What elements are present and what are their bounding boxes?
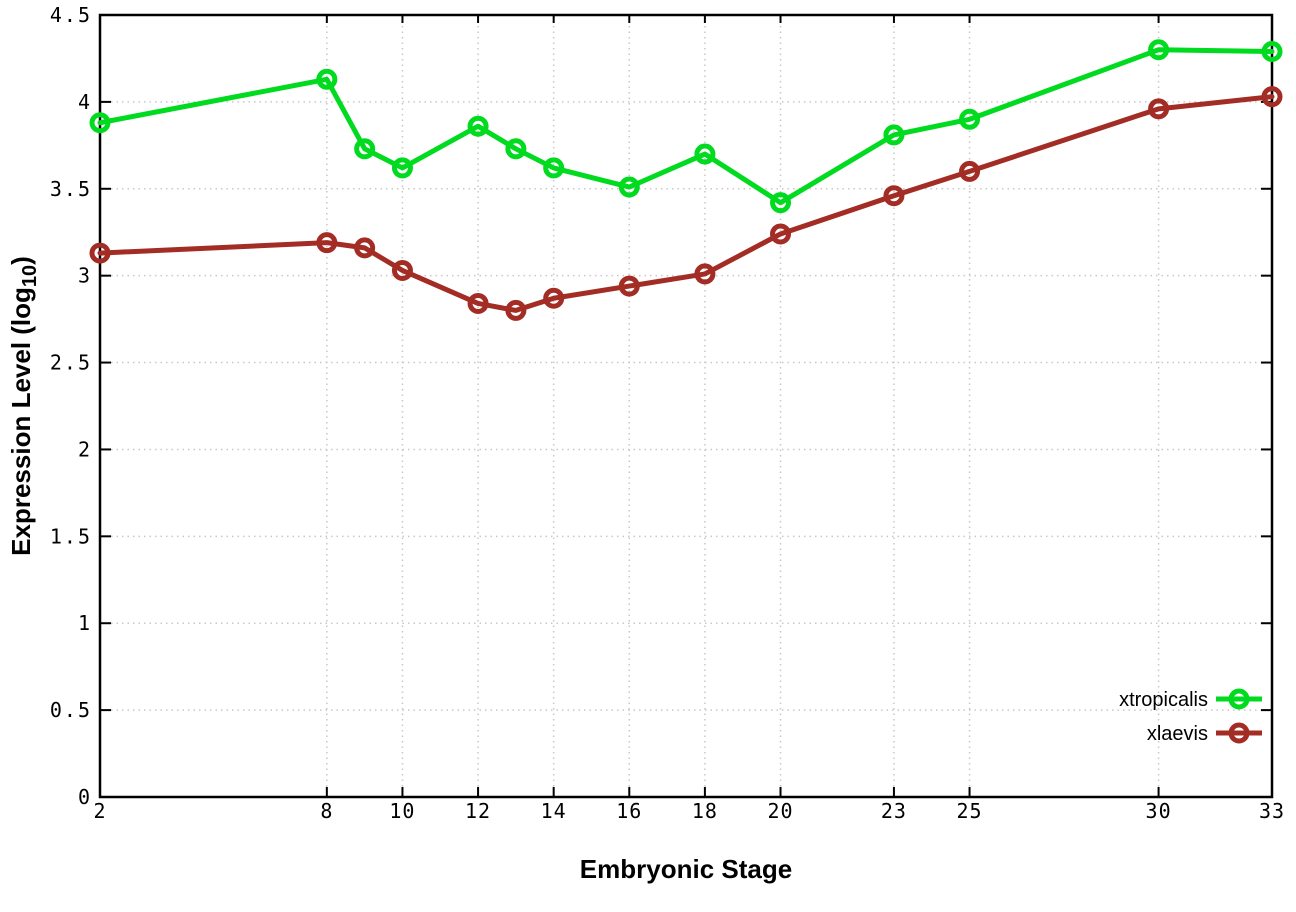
data-point-xtropicalis — [959, 108, 981, 130]
data-point-xlaevis — [1148, 98, 1170, 120]
x-tick-label: 2 — [93, 799, 106, 823]
data-point-xtropicalis — [694, 143, 716, 165]
data-point-xlaevis — [883, 185, 905, 207]
data-point-xtropicalis — [354, 138, 376, 160]
y-tick-label: 3 — [78, 264, 92, 288]
legend: xtropicalis xlaevis — [1119, 688, 1262, 745]
x-tick-label: 25 — [957, 799, 983, 823]
y-tick-label: 2.5 — [50, 351, 92, 375]
x-tick-label: 23 — [881, 799, 907, 823]
data-point-xtropicalis — [391, 157, 413, 179]
tick-marks — [99, 14, 1273, 798]
y-tick-label: 1.5 — [50, 524, 92, 548]
plot-border — [98, 13, 1274, 799]
gridlines — [100, 15, 1272, 797]
legend-marker-xlaevis — [1228, 722, 1250, 744]
x-tick-label: 10 — [389, 799, 415, 823]
x-tick-label: 20 — [767, 799, 793, 823]
y-tick-label: 4 — [78, 90, 92, 114]
y-tick-label: 2 — [78, 437, 92, 461]
legend-label-xtropicalis: xtropicalis — [1119, 689, 1208, 711]
legend-label-xlaevis: xlaevis — [1147, 723, 1208, 745]
series-line-xlaevis — [97, 94, 1275, 313]
x-axis-title: Embryonic Stage — [580, 854, 792, 884]
x-tick-label: 14 — [541, 799, 567, 823]
data-point-xlaevis — [618, 275, 640, 297]
data-point-xlaevis — [354, 237, 376, 259]
series-xlaevis — [89, 86, 1283, 321]
data-point-xlaevis — [89, 242, 111, 264]
data-point-xlaevis — [959, 160, 981, 182]
data-point-xlaevis — [770, 223, 792, 245]
series-xtropicalis — [89, 39, 1283, 214]
x-tick-label: 18 — [692, 799, 718, 823]
data-point-xtropicalis — [1148, 39, 1170, 61]
y-axis-title: Expression Level (log10) — [6, 256, 41, 556]
data-point-xtropicalis — [505, 138, 527, 160]
data-point-xlaevis — [316, 232, 338, 254]
data-point-xtropicalis — [316, 68, 338, 90]
x-tick-label: 8 — [320, 799, 333, 823]
series-line-xtropicalis — [97, 47, 1275, 206]
data-point-xtropicalis — [543, 157, 565, 179]
data-point-xlaevis — [505, 299, 527, 321]
data-point-xlaevis — [467, 292, 489, 314]
data-point-xlaevis — [391, 259, 413, 281]
data-point-xlaevis — [1261, 86, 1283, 108]
y-tick-label: 4.5 — [50, 3, 92, 27]
data-point-xtropicalis — [467, 115, 489, 137]
data-point-xtropicalis — [1261, 40, 1283, 62]
y-tick-label: 0 — [78, 785, 92, 809]
y-tick-labels: 0 0.5 1 1.5 2 2.5 3 3.5 4 4.5 — [50, 3, 92, 809]
data-point-xtropicalis — [883, 124, 905, 146]
data-point-xtropicalis — [89, 112, 111, 134]
y-tick-label: 3.5 — [50, 177, 92, 201]
x-tick-label: 16 — [616, 799, 642, 823]
y-tick-label: 0.5 — [50, 698, 92, 722]
data-point-xlaevis — [543, 287, 565, 309]
data-point-xtropicalis — [770, 192, 792, 214]
x-tick-label: 30 — [1146, 799, 1172, 823]
legend-marker-xtropicalis — [1228, 688, 1250, 710]
x-tick-labels: 2 8 10 12 14 16 18 20 23 25 30 33 — [93, 799, 1285, 823]
data-point-xtropicalis — [618, 176, 640, 198]
data-point-xlaevis — [694, 263, 716, 285]
x-tick-label: 12 — [465, 799, 491, 823]
y-tick-label: 1 — [78, 611, 92, 635]
x-tick-label: 33 — [1259, 799, 1285, 823]
